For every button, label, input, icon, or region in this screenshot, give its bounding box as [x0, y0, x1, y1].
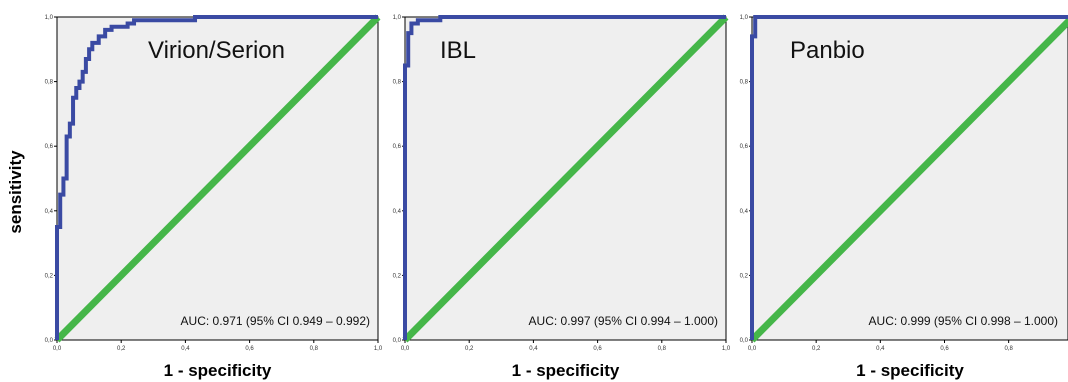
x-tick-label-2-1: 0,2 — [465, 346, 474, 352]
y-tick-label-3-5: 1,0 — [740, 15, 749, 21]
y-tick-label-2-2: 0,4 — [393, 209, 402, 215]
auc-annotation-1: AUC: 0.971 (95% CI 0.949 – 0.992) — [181, 314, 370, 328]
panel-title-1: Virion/Serion — [148, 37, 285, 64]
y-tick-label-2-5: 1,0 — [393, 15, 402, 21]
y-tick-label-1-2: 0,4 — [45, 209, 54, 215]
x-tick-label-2-2: 0,4 — [529, 346, 538, 352]
y-tick-label-3-0: 0,0 — [740, 338, 749, 344]
x-tick-label-1-2: 0,4 — [181, 346, 190, 352]
reference-line-1 — [54, 14, 381, 343]
y-tick-label-3-2: 0,4 — [740, 209, 749, 215]
x-tick-label-1-1: 0,2 — [117, 346, 126, 352]
y-tick-label-1-0: 0,0 — [45, 338, 54, 344]
reference-line-2 — [402, 14, 729, 343]
y-tick-label-2-4: 0,8 — [393, 80, 402, 86]
reference-line-3 — [749, 16, 1068, 343]
y-tick-label-2-3: 0,6 — [393, 144, 402, 150]
x-tick-label-3-4: 0,8 — [1004, 346, 1013, 352]
x-tick-label-1-4: 0,8 — [310, 346, 319, 352]
roc-curve-3 — [750, 15, 1068, 340]
y-tick-label-1-5: 1,0 — [45, 15, 54, 21]
y-tick-label-2-0: 0,0 — [393, 338, 402, 344]
x-tick-label-2-3: 0,6 — [593, 346, 602, 352]
x-tick-label-3-2: 0,4 — [876, 346, 885, 352]
y-tick-label-3-3: 0,6 — [740, 144, 749, 150]
y-tick-label-1-3: 0,6 — [45, 144, 54, 150]
roc-curve-1 — [55, 15, 378, 340]
auc-annotation-2: AUC: 0.997 (95% CI 0.994 – 1.000) — [529, 314, 718, 328]
panel-title-3: Panbio — [790, 37, 865, 64]
y-tick-label-3-4: 0,8 — [740, 80, 749, 86]
y-tick-label-2-1: 0,2 — [393, 273, 402, 279]
x-tick-label-1-3: 0,6 — [245, 346, 254, 352]
y-tick-label-1-4: 0,8 — [45, 80, 54, 86]
x-tick-label-2-0: 0,0 — [401, 346, 410, 352]
x-axis-label-3: 1 - specificity — [856, 361, 964, 380]
panel-title-2: IBL — [440, 37, 476, 64]
x-tick-label-3-0: 0,0 — [748, 346, 757, 352]
y-tick-label-3-1: 0,2 — [740, 273, 749, 279]
y-tick-label-1-1: 0,2 — [45, 273, 54, 279]
x-tick-label-3-1: 0,2 — [812, 346, 821, 352]
x-tick-label-1-5: 1,0 — [374, 346, 383, 352]
x-tick-label-2-5: 1,0 — [722, 346, 731, 352]
roc-curve-2 — [403, 15, 726, 340]
x-tick-label-1-0: 0,0 — [53, 346, 62, 352]
x-axis-label-1: 1 - specificity — [164, 361, 272, 380]
x-tick-label-2-4: 0,8 — [658, 346, 667, 352]
auc-annotation-3: AUC: 0.999 (95% CI 0.998 – 1.000) — [869, 314, 1058, 328]
x-axis-label-2: 1 - specificity — [512, 361, 620, 380]
x-tick-label-3-3: 0,6 — [940, 346, 949, 352]
